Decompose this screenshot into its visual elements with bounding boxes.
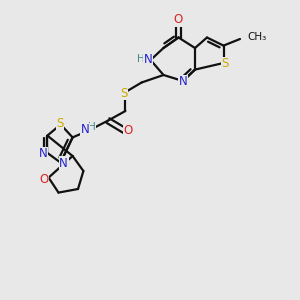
Text: N: N xyxy=(178,75,188,88)
Text: N: N xyxy=(59,157,68,170)
Text: N: N xyxy=(144,53,153,66)
Text: N: N xyxy=(81,123,90,136)
Text: H: H xyxy=(88,122,96,133)
Text: S: S xyxy=(56,117,64,130)
Text: CH₃: CH₃ xyxy=(248,32,267,43)
Text: N: N xyxy=(39,147,48,160)
Text: S: S xyxy=(120,86,128,100)
Text: H: H xyxy=(137,54,145,64)
Text: O: O xyxy=(40,172,49,186)
Text: O: O xyxy=(124,124,133,137)
Text: S: S xyxy=(221,57,229,70)
Text: O: O xyxy=(174,13,183,26)
